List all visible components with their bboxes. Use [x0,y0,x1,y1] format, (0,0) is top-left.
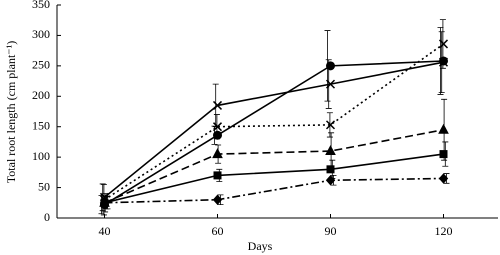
x-tick-label: 90 [325,224,337,238]
marker [99,197,110,209]
y-tick-label: 350 [32,0,50,11]
marker [212,148,223,159]
marker [325,79,336,89]
series-line [104,60,444,206]
y-tick-label: 0 [44,210,50,224]
series-line [103,61,444,198]
marker [325,144,336,156]
x-tick-label: 40 [99,224,111,238]
x-axis-label: Days [248,239,273,253]
marker [326,61,335,71]
error-bar [325,59,332,109]
marker [325,175,336,186]
marker [439,56,448,66]
y-tick-label: 100 [32,149,50,163]
marker [213,130,222,140]
y-tick-label: 200 [32,88,50,102]
marker [439,150,448,159]
marker [213,171,222,180]
marker [212,122,223,132]
series-line [104,43,444,201]
y-tick-label: 300 [32,27,50,41]
y-tick-label: 150 [32,118,50,132]
series-line [104,128,444,204]
marker [212,194,223,205]
series-line [104,177,444,204]
marker [212,100,223,110]
marker [326,165,335,174]
y-tick-label: 50 [38,179,50,193]
marker [438,123,449,134]
marker [325,120,336,130]
x-tick-label: 120 [435,224,453,238]
y-tick-label: 250 [32,58,50,72]
marker [438,39,449,49]
x-tick-label: 60 [212,224,224,238]
y-axis-label: Total root length (cm plant⁻¹) [4,41,18,183]
series-line [104,153,444,204]
marker [438,173,449,184]
marker [438,57,449,67]
